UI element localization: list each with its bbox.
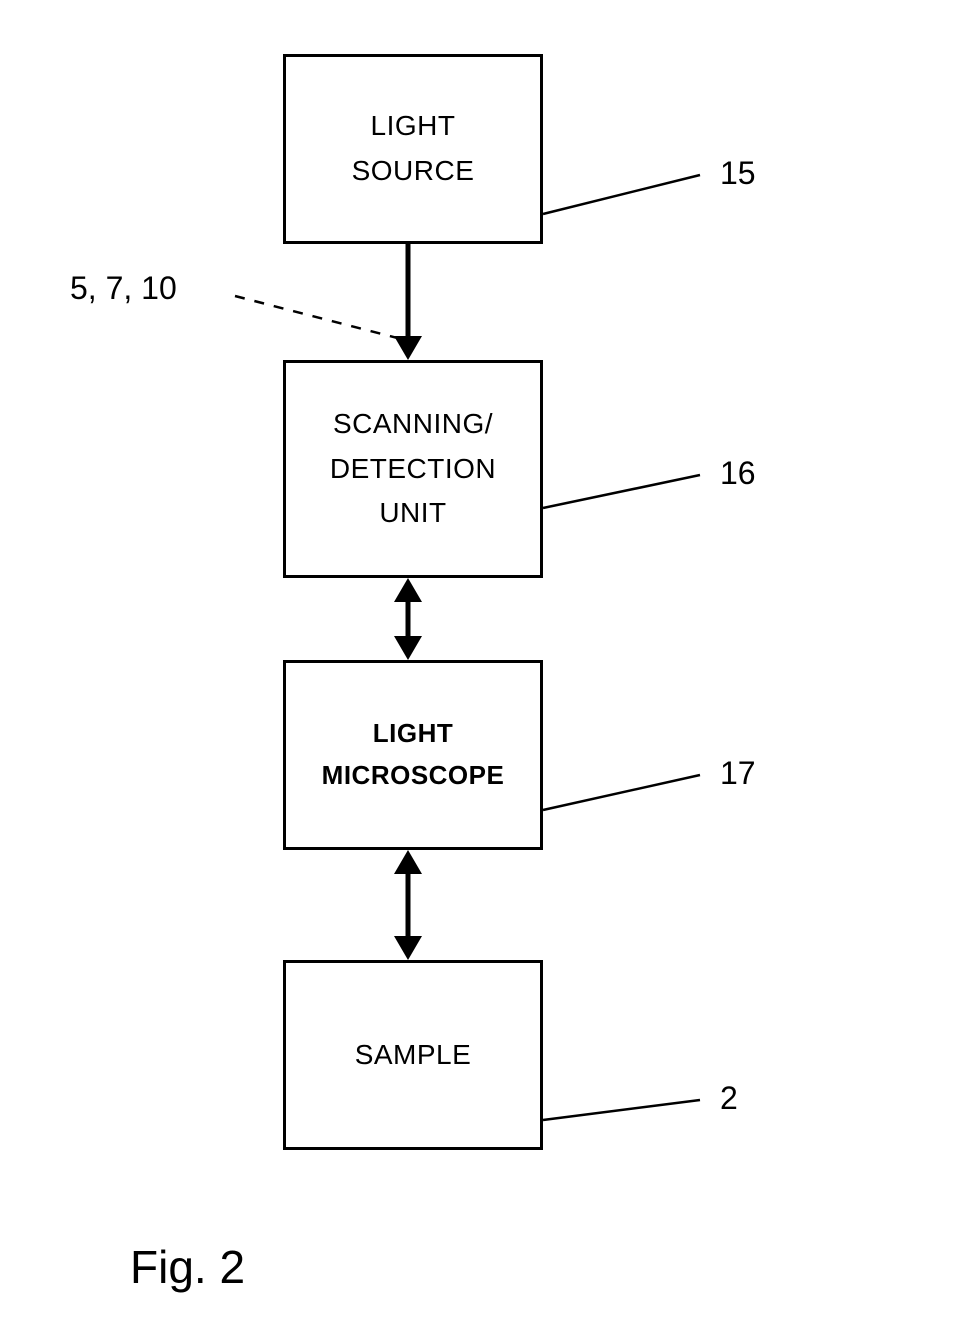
leader-line-2 <box>0 0 974 1329</box>
figure-label: Fig. 2 <box>130 1240 245 1294</box>
ref-label-2: 2 <box>720 1080 738 1117</box>
